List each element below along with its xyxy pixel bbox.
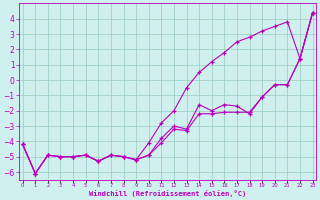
X-axis label: Windchill (Refroidissement éolien,°C): Windchill (Refroidissement éolien,°C) <box>89 190 246 197</box>
